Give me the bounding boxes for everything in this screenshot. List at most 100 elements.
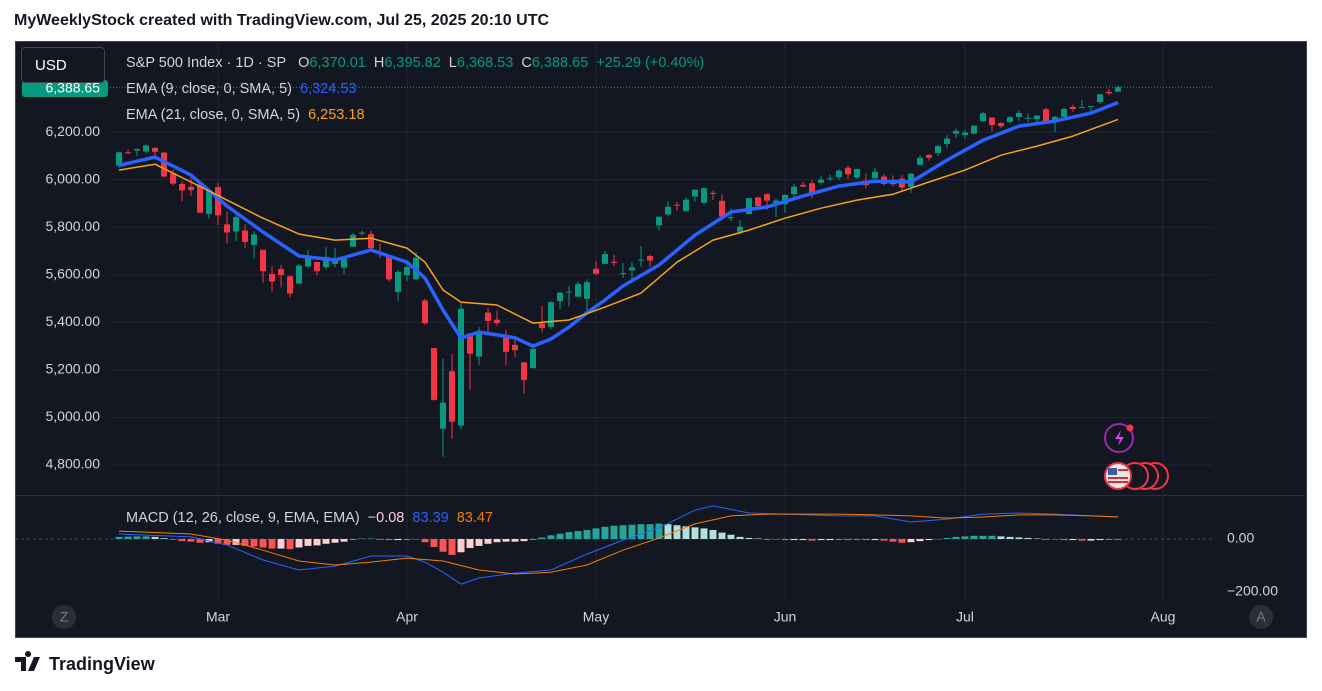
- histogram-bar: [367, 538, 375, 540]
- histogram-bar: [313, 539, 321, 546]
- candle-body: [422, 300, 429, 324]
- histogram-value: −0.08: [367, 510, 405, 526]
- histogram-bar: [376, 539, 384, 540]
- candle-body: [593, 268, 600, 274]
- scroll-button[interactable]: [52, 605, 76, 629]
- histogram-bar: [196, 539, 204, 543]
- ema-name: EMA (9, close, 0, SMA, 5): [126, 81, 292, 97]
- histogram-bar: [979, 535, 987, 540]
- candle-body: [763, 194, 770, 201]
- candle-body: [395, 271, 402, 293]
- histogram-bar: [187, 539, 195, 542]
- histogram-bar: [124, 536, 132, 540]
- candle-body: [449, 371, 456, 422]
- y-tick-label: 6,000.00: [46, 170, 101, 186]
- histogram-bar: [223, 539, 231, 545]
- candle-body: [790, 186, 797, 195]
- symbol-title: S&P 500 Index · 1D · SP: [126, 55, 287, 71]
- candle-body: [179, 183, 186, 191]
- histogram-bar: [160, 538, 168, 540]
- candle-body: [251, 234, 258, 245]
- histogram-bar: [331, 539, 339, 543]
- candle-body: [278, 269, 285, 276]
- histogram-bar: [835, 539, 843, 540]
- candle-body: [161, 152, 168, 177]
- candle-body: [458, 308, 465, 426]
- histogram-bar: [1114, 539, 1122, 540]
- x-tick-label: Aug: [1151, 609, 1176, 625]
- candle-body: [853, 168, 860, 178]
- candle-body: [305, 256, 312, 267]
- histogram-bar: [466, 539, 474, 549]
- histogram-bar: [934, 539, 942, 540]
- alert-icon: [1104, 423, 1134, 453]
- candle-body: [997, 123, 1004, 127]
- histogram-bar: [430, 539, 438, 547]
- ema-name: EMA (21, close, 0, SMA, 5): [126, 107, 301, 123]
- candle-body: [197, 184, 204, 213]
- histogram-bar: [169, 539, 177, 540]
- candle-body: [1024, 117, 1031, 119]
- footer-logo: [15, 651, 40, 671]
- histogram-bar: [907, 539, 915, 543]
- ohlc-value: 6,368.53: [456, 55, 514, 71]
- auto-scale-label: A: [1256, 609, 1266, 625]
- candle-body: [655, 216, 662, 226]
- candle-body: [584, 282, 591, 299]
- candle-body: [1033, 115, 1040, 120]
- histogram-bar: [997, 536, 1005, 540]
- candle-body: [134, 148, 141, 151]
- candle-body: [260, 249, 267, 272]
- y-tick-label: 5,800.00: [46, 218, 101, 234]
- histogram-bar: [1069, 539, 1077, 541]
- candle-body: [206, 190, 213, 214]
- y-tick-label: 4,800.00: [46, 456, 101, 472]
- histogram-bar: [385, 539, 393, 541]
- histogram-bar: [871, 539, 879, 541]
- histogram-bar: [484, 539, 492, 544]
- histogram-bar: [700, 528, 708, 540]
- candle-body: [404, 266, 411, 276]
- histogram-bar: [214, 539, 222, 544]
- histogram-bar: [286, 539, 294, 550]
- ohlc-value: 6,370.01: [309, 55, 366, 71]
- candle-body: [619, 273, 626, 275]
- histogram-bar: [943, 537, 951, 540]
- candle-body: [350, 234, 357, 247]
- candle-body: [952, 130, 959, 134]
- histogram-bar: [664, 524, 672, 540]
- candle-body: [116, 152, 123, 166]
- candle-body: [1096, 94, 1103, 103]
- candle-body: [808, 183, 815, 195]
- histogram-bar: [142, 536, 150, 540]
- last-price-box: [22, 80, 108, 97]
- histogram-bar: [358, 538, 366, 540]
- histogram-bar: [277, 539, 285, 549]
- ema-legend-row: EMA (21, close, 0, SMA, 5) 6,253.18: [126, 107, 365, 133]
- candle-body: [691, 189, 698, 197]
- currency-button[interactable]: USD: [21, 47, 105, 83]
- histogram-bar: [268, 539, 276, 549]
- candle-body: [1069, 106, 1076, 110]
- x-tick-label: Mar: [206, 609, 230, 625]
- last-price-label: 6,388.65: [46, 80, 101, 96]
- histogram-bar: [115, 536, 123, 540]
- candle-body: [440, 402, 447, 429]
- candle-body: [485, 312, 492, 321]
- candle-body: [736, 226, 743, 232]
- histogram-bar: [556, 533, 564, 540]
- histogram-bar: [151, 536, 159, 540]
- histogram-bar: [952, 536, 960, 540]
- candle-body: [925, 154, 932, 158]
- candle-body: [494, 319, 501, 324]
- candle-body: [152, 147, 159, 152]
- candle-body: [341, 258, 348, 268]
- price-legend: S&P 500 Index · 1D · SP O 6,370.01 H 6,395.8…: [126, 55, 704, 71]
- ohlc-key: L: [448, 55, 457, 71]
- auto-scale-button[interactable]: [1249, 605, 1273, 629]
- candle-body: [611, 261, 617, 263]
- candle-body: [844, 167, 851, 175]
- histogram-bar: [457, 539, 465, 553]
- histogram-bar: [808, 539, 816, 541]
- histogram-bar: [340, 539, 348, 542]
